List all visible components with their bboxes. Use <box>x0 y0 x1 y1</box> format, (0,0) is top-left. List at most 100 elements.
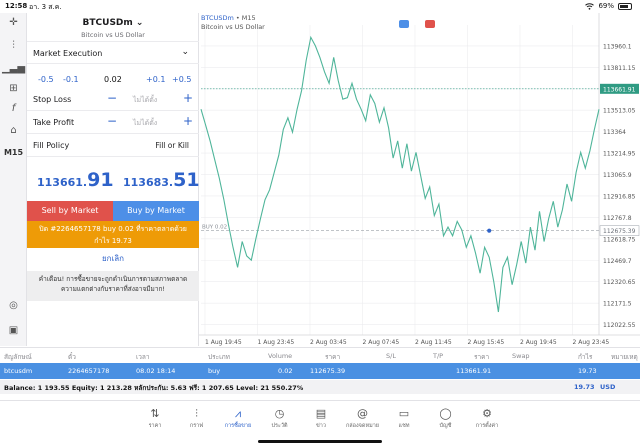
table-row[interactable]: btcusdm 2264657178 08.02 18:14 buy 0.02 … <box>0 363 640 379</box>
cancel-button[interactable]: ยกเลิก <box>101 254 124 263</box>
y-tick-label: 113065.9 <box>603 172 632 179</box>
tab-label: ประวัติ <box>271 423 288 429</box>
status-right: 69% <box>585 2 632 10</box>
execution-label: Market Execution <box>33 49 103 58</box>
step-plus-0.1[interactable]: +0.1 <box>146 75 166 84</box>
news-icon: ▤ <box>315 407 327 420</box>
take-profit-row: Take Profit − ไม่ได้ตั้ง + <box>27 111 199 134</box>
one-click-trading-icon[interactable] <box>399 20 409 28</box>
row-type: buy <box>208 367 221 375</box>
account-icon: ◯ <box>439 407 452 420</box>
x-tick-label: 2 Aug 15:45 <box>468 339 505 346</box>
settings-icon: ⚙ <box>482 407 492 420</box>
take-profit-label: Take Profit <box>33 118 75 127</box>
chat-icon: ▭ <box>398 407 410 420</box>
tab-news[interactable]: ▤ ข่าว <box>301 407 341 430</box>
take-profit-plus-button[interactable]: + <box>182 114 193 128</box>
price-chart[interactable]: 113960.1113811.15113662.2113513.05113364… <box>199 13 640 346</box>
current-price-tag-label: 113661.91 <box>603 86 636 93</box>
close-order-button[interactable]: ปิด #2264657178 buy 0.02 ที่ราคาตลาดด้วย… <box>27 221 199 248</box>
step-minus-0.1[interactable]: -0.1 <box>63 75 79 84</box>
y-tick-label: 112171.5 <box>603 301 632 308</box>
column-header: สัญลักษณ์ <box>4 353 32 361</box>
volume-input[interactable]: 0.02 <box>104 75 122 84</box>
tab-label: ข่าว <box>316 423 326 429</box>
column-header: Swap <box>512 352 530 360</box>
entry-price-tag <box>599 225 640 236</box>
trade-icon: ⩘ <box>234 407 242 420</box>
tab-label: แชท <box>398 423 410 429</box>
zoom-icon[interactable]: ◎ <box>9 300 18 311</box>
row-volume: 0.02 <box>278 367 293 375</box>
stop-loss-plus-button[interactable]: + <box>182 91 193 105</box>
ask-price: 113683.51 <box>123 169 200 191</box>
take-profit-input[interactable]: ไม่ได้ตั้ง <box>133 119 158 127</box>
step-plus-0.5[interactable]: +0.5 <box>172 75 192 84</box>
trade-signal-icon[interactable] <box>425 20 435 28</box>
tab-trade[interactable]: ⩘ การซื้อขาย <box>218 407 258 430</box>
chevron-down-icon: ⌄ <box>135 18 144 28</box>
status-bar: 12:58 อา. 3 ส.ค. 69% <box>0 0 640 13</box>
volume-stepper: -0.5 -0.1 0.02 +0.1 +0.5 <box>27 70 199 92</box>
current-price-tag <box>600 83 639 94</box>
trading-icon[interactable]: ▣ <box>8 325 19 336</box>
y-tick-label: 113811.15 <box>603 65 636 72</box>
sell-by-market-button[interactable]: Sell by Market <box>27 201 113 221</box>
positions-table-header: สัญลักษณ์ ตั๋ว เวลา ประเภท Volume ราคา S/L T/P ร… <box>0 347 640 363</box>
column-header: หมายเหตุ <box>611 353 638 361</box>
crosshair-icon[interactable]: ✛ <box>9 17 18 28</box>
fill-policy-label: Fill Policy <box>33 141 70 150</box>
stop-loss-minus-button[interactable]: − <box>107 91 118 105</box>
take-profit-minus-button[interactable]: − <box>107 114 118 128</box>
stop-loss-row: Stop Loss − ไม่ได้ตั้ง + <box>27 88 199 111</box>
tab-account[interactable]: ◯ บัญชี <box>426 407 466 430</box>
y-tick-label: 112469.7 <box>603 258 632 265</box>
x-tick-label: 1 Aug 19:45 <box>205 339 242 346</box>
stop-loss-input[interactable]: ไม่ได้ตั้ง <box>133 96 158 104</box>
timeframe-button[interactable]: M15 <box>3 148 24 157</box>
x-tick-label: 2 Aug 03:45 <box>310 339 347 346</box>
tab-history[interactable]: ◷ ประวัติ <box>260 407 300 430</box>
row-current-price: 113661.91 <box>456 367 492 375</box>
close-order-profit: กำไร 19.73 <box>94 237 132 245</box>
fill-policy-row[interactable]: Fill Policy Fill or Kill <box>27 134 199 157</box>
row-time: 08.02 18:14 <box>136 367 176 375</box>
balance-line: Balance: 1 193.55 Equity: 1 213.28 หลักป… <box>4 384 304 392</box>
chart-title: BTCUSDm • M15 <box>201 14 256 22</box>
indicators-icon[interactable]: ⊞ <box>9 83 18 94</box>
candles-icon[interactable]: ⫶ <box>12 40 15 51</box>
row-open-price: 112675.39 <box>310 367 346 375</box>
symbol-selector[interactable]: BTCUSDm ⌄ <box>82 18 144 28</box>
column-header: T/P <box>433 352 444 360</box>
x-tick-label: 2 Aug 07:45 <box>363 339 400 346</box>
tab-chat[interactable]: ▭ แชท <box>384 407 424 430</box>
function-icon[interactable]: f <box>11 103 16 114</box>
tab-mailbox[interactable]: @ กล่องจดหมาย <box>343 407 383 430</box>
objects-icon[interactable]: ⌂ <box>10 125 17 136</box>
fill-policy-value: Fill or Kill <box>155 141 189 150</box>
currency-label: USD <box>600 383 616 391</box>
tab-label: การซื้อขาย <box>224 423 252 429</box>
history-icon: ◷ <box>274 407 285 420</box>
chart-icon: ⫶ <box>195 407 198 420</box>
tab-settings[interactable]: ⚙ การตั้งค่า <box>467 407 507 430</box>
close-order-text: ปิด #2264657178 buy 0.02 ที่ราคาตลาดด้วย <box>39 225 187 233</box>
tab-quotes[interactable]: ⇅ ราคา <box>135 407 175 430</box>
bars-icon[interactable]: ▁▃▅ <box>1 63 26 74</box>
step-minus-0.5[interactable]: -0.5 <box>38 75 54 84</box>
chart-canvas[interactable]: 113960.1113811.15113662.2113513.05113364… <box>199 13 640 346</box>
y-tick-label: 112022.55 <box>603 322 636 329</box>
execution-warning: คำเตือน! การซื้อขายจะถูกดำเนินการตามสภาพ… <box>27 271 199 301</box>
column-header: ราคา <box>325 353 341 361</box>
execution-select[interactable]: Market Execution ⌄ <box>27 41 199 64</box>
tab-label: กราฟ <box>189 423 204 429</box>
y-tick-label: 112916.85 <box>603 193 636 200</box>
y-tick-label: 113960.1 <box>603 43 632 50</box>
column-header: กำไร <box>578 353 593 361</box>
x-tick-label: 1 Aug 23:45 <box>258 339 295 346</box>
column-header: S/L <box>386 352 396 360</box>
row-symbol: btcusdm <box>4 367 33 375</box>
column-header: ราคา <box>474 353 490 361</box>
buy-by-market-button[interactable]: Buy by Market <box>113 201 199 221</box>
tab-chart[interactable]: ⫶ กราฟ <box>177 407 217 430</box>
